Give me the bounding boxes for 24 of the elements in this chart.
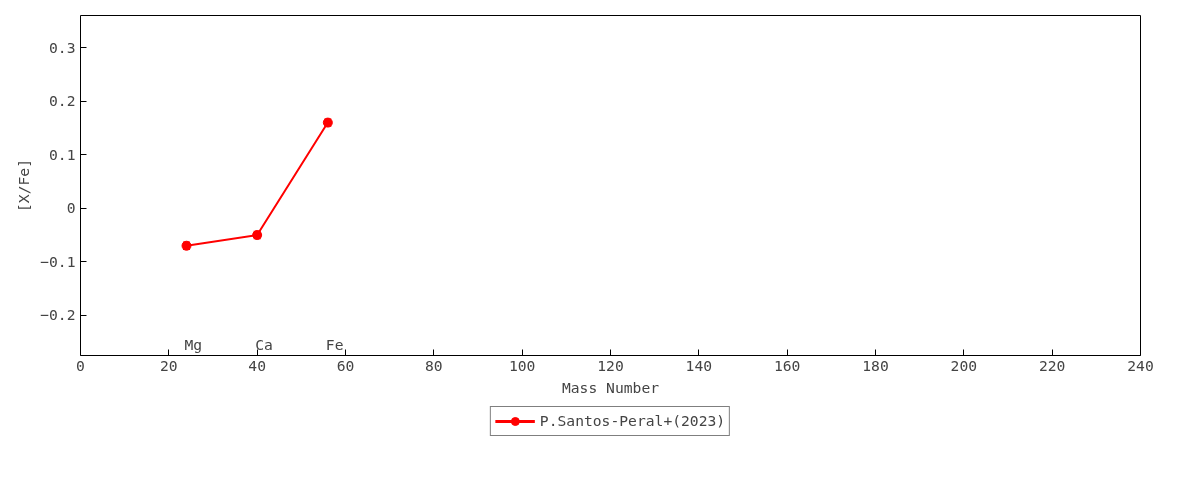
annotation: Mg	[184, 335, 203, 353]
x-tick-label: 200	[950, 356, 978, 374]
x-tick-label: 240	[1127, 356, 1154, 374]
x-tick-label: 80	[425, 356, 443, 374]
x-tick-label: 60	[336, 356, 355, 374]
y-tick-label: 0	[66, 199, 76, 217]
x-tick-label: 160	[773, 356, 801, 374]
x-tick-label: 120	[597, 356, 624, 374]
x-tick-label: 40	[248, 356, 266, 374]
x-tick-label: 20	[160, 356, 178, 374]
annotation: Ca	[255, 335, 273, 353]
annotation: Fe	[325, 335, 344, 353]
y-tick-label: −0.2	[40, 306, 76, 324]
x-tick-label: 220	[1038, 356, 1066, 374]
y-axis-title: [X/Fe]	[15, 159, 33, 212]
x-tick-label: 140	[685, 356, 713, 374]
x-axis-title: Mass Number	[561, 378, 660, 396]
y-tick-label: 0.3	[49, 38, 76, 56]
x-tick-label: 100	[508, 356, 536, 374]
legend-label: P.Santos-Peral+(2023)	[539, 412, 726, 429]
x-tick-label: 180	[862, 356, 889, 374]
y-tick-label: −0.1	[40, 252, 76, 270]
y-tick-label: 0.1	[49, 145, 76, 163]
y-tick-label: 0.2	[49, 92, 76, 110]
